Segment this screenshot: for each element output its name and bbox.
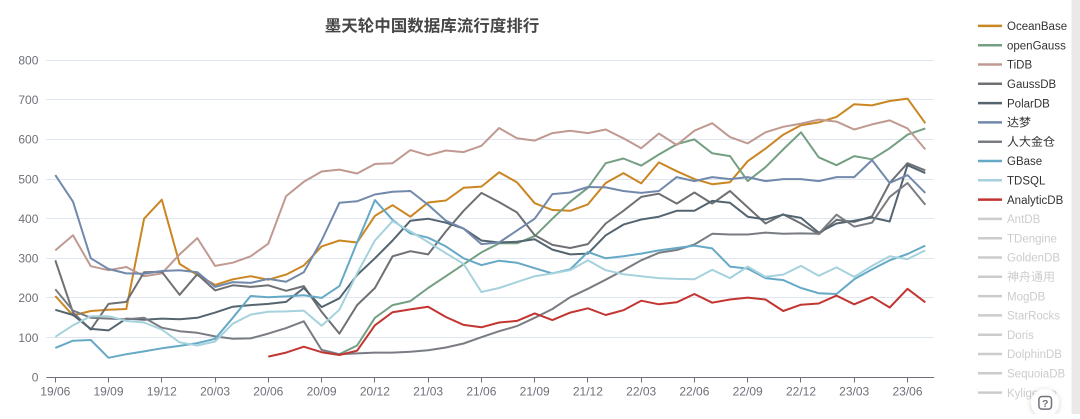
svg-text:AntDB: AntDB xyxy=(1007,214,1041,226)
svg-text:DolphinDB: DolphinDB xyxy=(1007,349,1062,361)
svg-text:200: 200 xyxy=(18,291,38,305)
svg-text:19/09: 19/09 xyxy=(93,385,123,399)
svg-text:AnalyticDB: AnalyticDB xyxy=(1007,195,1064,207)
svg-text:22/09: 22/09 xyxy=(733,385,763,399)
svg-text:700: 700 xyxy=(18,93,38,107)
svg-text:22/03: 22/03 xyxy=(626,385,656,399)
svg-text:400: 400 xyxy=(18,212,38,226)
svg-text:GoldenDB: GoldenDB xyxy=(1007,253,1060,265)
svg-text:GBase: GBase xyxy=(1007,156,1042,168)
svg-text:21/09: 21/09 xyxy=(520,385,550,399)
svg-text:19/06: 19/06 xyxy=(40,385,70,399)
svg-text:OceanBase: OceanBase xyxy=(1007,21,1067,33)
svg-text:800: 800 xyxy=(18,53,38,67)
svg-text:Doris: Doris xyxy=(1007,330,1034,342)
svg-text:23/03: 23/03 xyxy=(839,385,869,399)
svg-text:SequoiaDB: SequoiaDB xyxy=(1007,369,1066,381)
svg-text:TDSQL: TDSQL xyxy=(1007,176,1046,188)
svg-text:22/06: 22/06 xyxy=(679,385,709,399)
svg-text:500: 500 xyxy=(18,172,38,186)
svg-text:300: 300 xyxy=(18,252,38,266)
svg-text:GaussDB: GaussDB xyxy=(1007,79,1057,91)
svg-text:TDengine: TDengine xyxy=(1007,233,1057,245)
svg-text:TiDB: TiDB xyxy=(1007,60,1032,72)
svg-text:20/06: 20/06 xyxy=(253,385,283,399)
svg-text:21/03: 21/03 xyxy=(413,385,443,399)
svg-text:StarRocks: StarRocks xyxy=(1007,311,1060,323)
svg-text:MogDB: MogDB xyxy=(1007,291,1046,303)
svg-text:21/06: 21/06 xyxy=(466,385,496,399)
svg-text:?: ? xyxy=(1042,398,1048,410)
svg-text:23/06: 23/06 xyxy=(892,385,922,399)
svg-text:21/12: 21/12 xyxy=(573,385,603,399)
svg-text:19/12: 19/12 xyxy=(147,385,177,399)
svg-text:22/12: 22/12 xyxy=(786,385,816,399)
svg-text:600: 600 xyxy=(18,133,38,147)
svg-text:0: 0 xyxy=(32,370,39,384)
svg-text:20/09: 20/09 xyxy=(307,385,337,399)
svg-text:PolarDB: PolarDB xyxy=(1007,98,1050,110)
svg-text:20/03: 20/03 xyxy=(200,385,230,399)
svg-text:20/12: 20/12 xyxy=(360,385,390,399)
svg-text:openGauss: openGauss xyxy=(1007,40,1066,52)
svg-text:100: 100 xyxy=(18,331,38,345)
